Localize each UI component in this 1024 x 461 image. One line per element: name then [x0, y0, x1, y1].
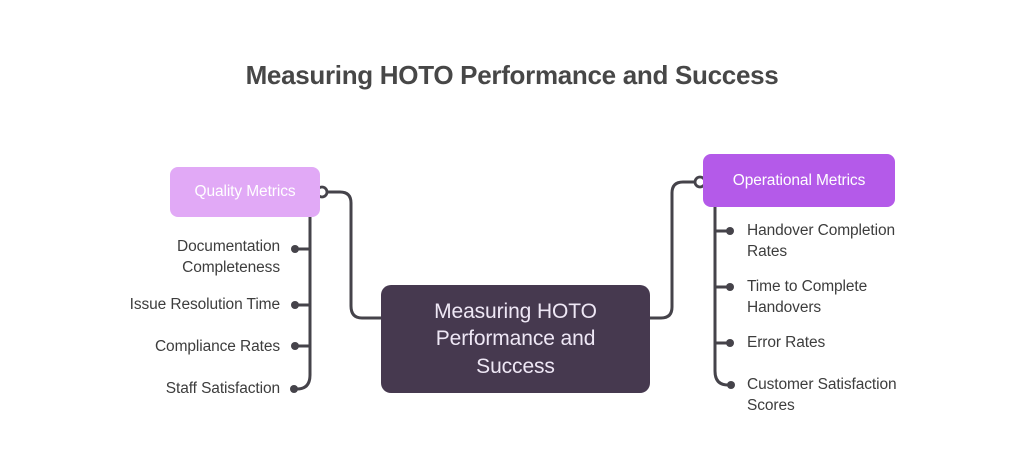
operational-metrics-node: Operational Metrics [703, 154, 895, 207]
bullet-dot [291, 301, 299, 309]
page-title: Measuring HOTO Performance and Success [245, 60, 779, 90]
quality-item-3: Staff Satisfaction [165, 380, 280, 397]
operational-spine-line [713, 205, 730, 387]
quality-spine-line [295, 215, 312, 391]
quality-metrics-node: Quality Metrics [170, 167, 320, 217]
bullet-dot [291, 342, 299, 350]
operational-metrics-label: Operational Metrics [732, 171, 866, 189]
quality-item-1: Issue Resolution Time [129, 296, 280, 313]
bullet-dot [726, 283, 734, 291]
connector-quality-to-center [325, 190, 383, 320]
bullet-dot [726, 227, 734, 235]
bullet-dot [727, 381, 735, 389]
bullet-dot [290, 385, 298, 393]
bullet-dot [291, 245, 299, 253]
bullet-dot [726, 339, 734, 347]
operational-item-2: Error Rates [747, 334, 826, 351]
quality-item-0: Documentation Completeness [177, 238, 280, 276]
quality-metrics-label: Quality Metrics [194, 183, 296, 200]
operational-item-3: Customer Satisfaction Scores [747, 376, 897, 414]
operational-item-0: Handover Completion Rates [747, 222, 896, 260]
center-node: Measuring HOTO Performance and Success [381, 285, 650, 393]
connector-center-to-operational [648, 180, 697, 320]
quality-item-2: Compliance Rates [154, 338, 280, 355]
center-node-label: Measuring HOTO Performance and Success [434, 299, 597, 378]
operational-item-1: Time to Complete Handovers [747, 278, 868, 316]
